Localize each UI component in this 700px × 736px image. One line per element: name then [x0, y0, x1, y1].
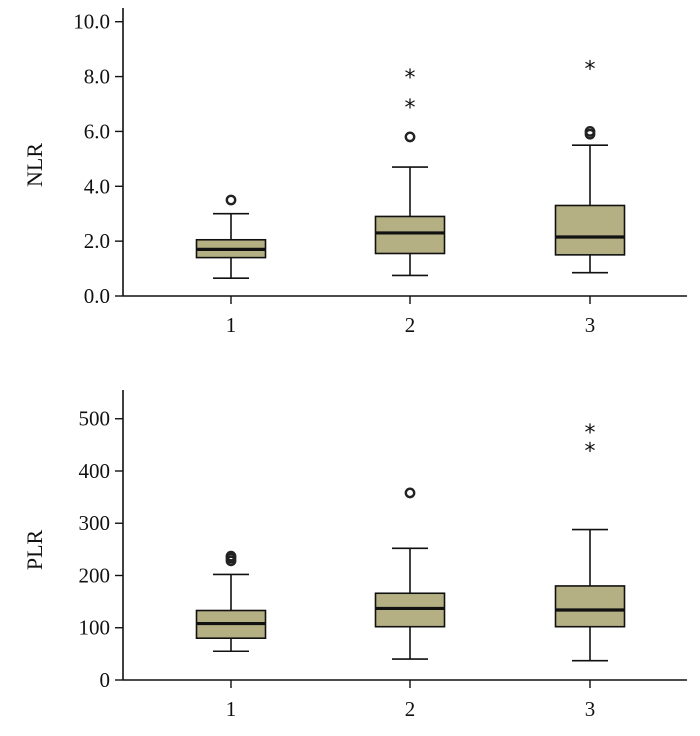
- y-tick-label: 4.0: [84, 174, 110, 198]
- y-tick-label: 300: [79, 511, 111, 535]
- box-group-3: **: [554, 421, 626, 662]
- x-tick-label: 1: [226, 313, 237, 337]
- extreme-point: *: [405, 66, 416, 91]
- outlier-point: [225, 550, 237, 562]
- x-tick-label: 3: [585, 313, 596, 337]
- extreme-point: *: [585, 58, 596, 83]
- x-tick-label: 3: [585, 697, 596, 721]
- y-tick-label: 2.0: [84, 229, 110, 253]
- outlier-point: [404, 131, 416, 143]
- iqr-box: [374, 215, 446, 255]
- outlier-point: [404, 487, 416, 499]
- iqr-box: [554, 204, 626, 256]
- box-group-2: **: [374, 66, 446, 277]
- outlier-point: [225, 194, 237, 206]
- x-tick-label: 2: [405, 313, 416, 337]
- y-tick-label: 10.0: [73, 10, 110, 34]
- y-axis-title-plr: PLR: [22, 530, 47, 571]
- y-tick-label: 6.0: [84, 119, 110, 143]
- x-tick-label: 1: [226, 697, 237, 721]
- iqr-box: [554, 585, 626, 628]
- extreme-point: *: [585, 421, 596, 446]
- outlier-point: [584, 126, 596, 137]
- y-tick-label: 100: [79, 616, 111, 640]
- y-tick-label: 200: [79, 563, 111, 587]
- y-tick-label: 0: [100, 668, 111, 692]
- y-tick-label: 8.0: [84, 65, 110, 89]
- box-group-3: *: [554, 58, 626, 274]
- extreme-point: *: [585, 439, 596, 464]
- plr-box-plot: PLR 0 100 200 300 400 500 1 2 3 **: [22, 390, 687, 721]
- y-tick-label: 500: [79, 407, 111, 431]
- extreme-point: *: [405, 96, 416, 121]
- x-tick-label: 2: [405, 697, 416, 721]
- box-group-2: [374, 487, 446, 660]
- y-tick-label: 400: [79, 459, 111, 483]
- y-axis-title-nlr: NLR: [22, 143, 47, 187]
- y-tick-label: 0.0: [84, 284, 110, 308]
- nlr-box-plot: NLR 0.02.04.06.08.010.01 2 3** *: [22, 8, 687, 337]
- box-group-1: [195, 194, 267, 279]
- box-group-1: [195, 550, 267, 653]
